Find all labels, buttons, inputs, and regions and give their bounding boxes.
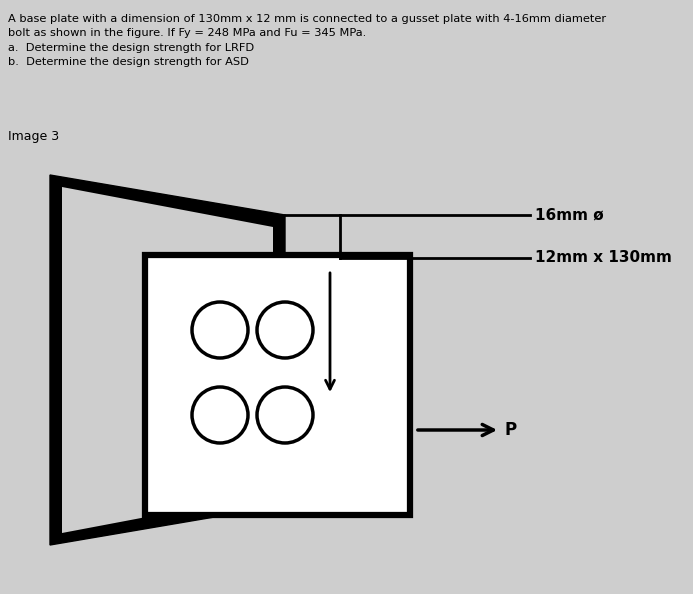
Polygon shape [50, 175, 285, 545]
Text: a.  Determine the design strength for LRFD: a. Determine the design strength for LRF… [8, 43, 254, 53]
Polygon shape [62, 187, 273, 533]
Text: b.  Determine the design strength for ASD: b. Determine the design strength for ASD [8, 57, 249, 67]
Bar [145, 255, 410, 515]
Circle shape [192, 302, 248, 358]
Circle shape [257, 387, 313, 443]
Text: 16mm ø: 16mm ø [535, 207, 604, 223]
Text: bolt as shown in the figure. If Fy = 248 MPa and Fu = 345 MPa.: bolt as shown in the figure. If Fy = 248… [8, 28, 366, 38]
Text: P: P [505, 421, 517, 439]
Text: A base plate with a dimension of 130mm x 12 mm is connected to a gusset plate wi: A base plate with a dimension of 130mm x… [8, 14, 606, 24]
Circle shape [192, 387, 248, 443]
Circle shape [257, 302, 313, 358]
Text: 12mm x 130mm: 12mm x 130mm [535, 251, 672, 266]
Text: Image 3: Image 3 [8, 130, 59, 143]
